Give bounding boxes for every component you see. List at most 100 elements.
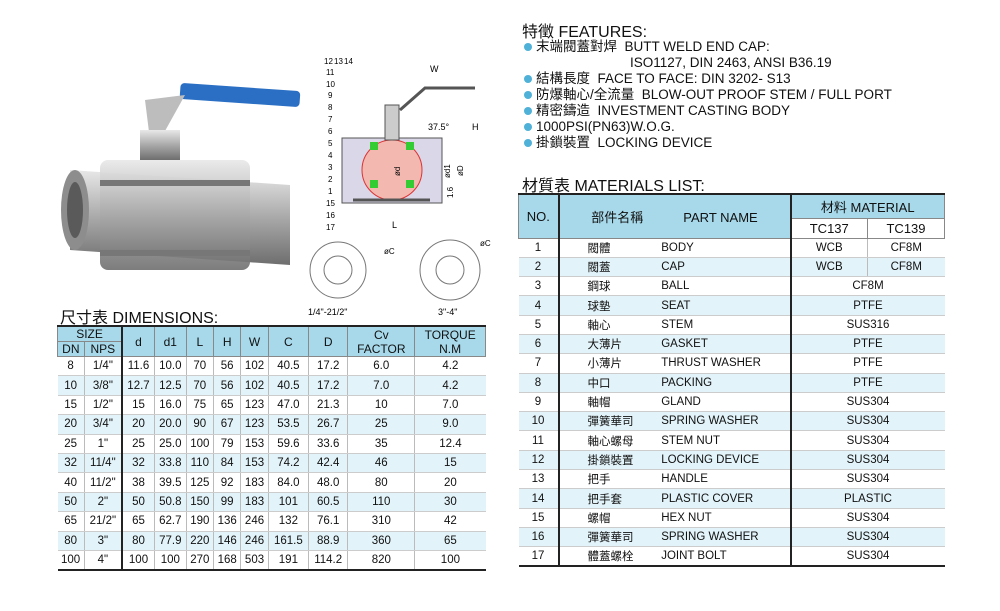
table-cell: THRUST WASHER <box>653 353 791 374</box>
table-cell: 10.0 <box>153 356 187 377</box>
bullet-icon <box>524 107 532 115</box>
table-row: 25 1" 25 25.0 100 79 153 59.6 33.6 35 12.4 <box>57 434 486 454</box>
table-cell: 25.0 <box>153 434 187 454</box>
table-cell: 10 <box>347 395 415 416</box>
table-cell: 1/2" <box>83 395 123 416</box>
table-cell: LOCKING DEVICE <box>653 450 791 471</box>
bullet-icon <box>524 75 532 83</box>
col-tc137: TC137 <box>789 217 868 239</box>
table-cell: 39.5 <box>153 472 187 493</box>
table-cell: 17.2 <box>308 356 348 377</box>
table-cell: 77.9 <box>153 531 187 551</box>
table-cell: 60.5 <box>308 492 348 513</box>
features-title: 特徵 FEATURES: <box>522 24 648 41</box>
table-cell: SEAT <box>653 295 791 316</box>
table-cell: GASKET <box>653 334 791 355</box>
dim-c-large: øC <box>480 239 491 248</box>
table-cell: 26.7 <box>308 414 348 435</box>
table-cell: 40.5 <box>267 375 309 396</box>
col-l: L <box>185 325 214 357</box>
table-cell: 153 <box>240 434 269 454</box>
table-cell: 80 <box>347 472 415 493</box>
table-cell: 10 <box>518 411 560 432</box>
table-cell: 79 <box>212 434 241 454</box>
table-cell: 15 <box>121 395 155 416</box>
table-cell: 3 <box>518 276 560 297</box>
table-cell: GLAND <box>653 392 791 413</box>
table-cell: 6.0 <box>347 356 415 377</box>
table-cell: 33.6 <box>308 434 348 454</box>
table-row: 40 11/2" 38 39.5 125 92 183 84.0 48.0 80 20 <box>57 472 486 493</box>
table-row: 5 軸心 STEM SUS316 <box>518 315 945 335</box>
table-cell: 4" <box>83 550 123 571</box>
table-cell: SUS304 <box>789 411 945 432</box>
table-cell: PTFE <box>789 334 945 355</box>
table-cell: CF8M <box>867 238 945 258</box>
table-cell: 92 <box>212 472 241 493</box>
col-d1: d1 <box>153 325 187 357</box>
table-cell: 20 <box>414 472 486 493</box>
table-row: 20 3/4" 20 20.0 90 67 123 53.5 26.7 25 9.0 <box>57 414 486 435</box>
table-cell: 820 <box>347 550 415 571</box>
dim-d1: ød1 <box>443 164 452 178</box>
col-nps: NPS <box>83 341 123 357</box>
flange-small-label: 1/4"-21/2" <box>308 307 347 317</box>
table-cell: 310 <box>347 511 415 532</box>
dim-h: H <box>472 122 479 132</box>
table-cell: 153 <box>240 453 269 474</box>
table-cell: PLASTIC COVER <box>653 488 791 509</box>
svg-text:5: 5 <box>328 139 333 148</box>
table-cell: 56 <box>212 356 241 377</box>
svg-text:8: 8 <box>328 103 333 112</box>
svg-text:4: 4 <box>328 151 333 160</box>
table-cell: BODY <box>653 238 791 258</box>
size-header: SIZE <box>57 325 123 342</box>
feature-item: 結構長度 FACE TO FACE: DIN 3202- S13 <box>524 71 892 87</box>
table-cell: 12.5 <box>153 375 187 396</box>
table-cell: 11.6 <box>121 356 155 377</box>
table-cell: 33.8 <box>153 453 187 474</box>
table-cell: 7 <box>518 353 560 374</box>
materials-table: NO. 部件名稱 PART NAME 材料 MATERIAL TC137 TC13… <box>518 193 945 568</box>
table-row: 10 彈簧華司 SPRING WASHER SUS304 <box>518 411 945 432</box>
table-cell: 25 <box>57 434 85 454</box>
table-row: 6 大薄片 GASKET PTFE <box>518 334 945 355</box>
table-cell: 102 <box>240 356 269 377</box>
table-cell: 彈簧華司 <box>558 411 654 432</box>
table-cell: 4 <box>518 295 560 316</box>
table-cell: 2 <box>518 257 560 278</box>
table-cell: 90 <box>185 414 214 435</box>
table-cell: 183 <box>240 472 269 493</box>
table-cell: SUS304 <box>789 546 945 567</box>
table-cell: 螺帽 <box>558 508 654 528</box>
table-cell: 13 <box>518 469 560 490</box>
table-cell: STEM <box>653 315 791 335</box>
svg-text:6: 6 <box>328 127 333 136</box>
table-cell: 503 <box>240 550 269 571</box>
table-cell: 50 <box>121 492 155 513</box>
table-cell: 80 <box>121 531 155 551</box>
table-cell: 70 <box>185 356 214 377</box>
table-cell: 把手套 <box>558 488 654 509</box>
table-row: 15 螺帽 HEX NUT SUS304 <box>518 508 945 528</box>
col-d: d <box>121 325 155 357</box>
feature-item: 1000PSI(PN63)W.O.G. <box>524 119 892 135</box>
table-cell: 360 <box>347 531 415 551</box>
table-row: 11 軸心螺母 STEM NUT SUS304 <box>518 430 945 451</box>
table-cell: 掛鎖裝置 <box>558 450 654 471</box>
table-cell: 3/8" <box>83 375 123 396</box>
svg-text:14: 14 <box>344 57 353 66</box>
table-cell: 中口 <box>558 373 654 393</box>
svg-text:15: 15 <box>326 199 335 208</box>
col-dn: DN <box>57 341 85 357</box>
valve-technical-drawing: W H L 37.5° ød ød1 øD 1.6 øC øC 1/4"-21/… <box>308 57 491 317</box>
table-cell: 6 <box>518 334 560 355</box>
table-cell: 12.4 <box>414 434 486 454</box>
table-cell: 8 <box>57 356 85 377</box>
table-cell: 14 <box>518 488 560 509</box>
table-cell: 鋼球 <box>558 276 654 297</box>
table-row: 100 4" 100 100 270 168 503 191 114.2 820 100 <box>57 550 486 571</box>
dim-w: W <box>430 64 439 74</box>
table-cell: 48.0 <box>308 472 348 493</box>
table-cell: 100 <box>185 434 214 454</box>
